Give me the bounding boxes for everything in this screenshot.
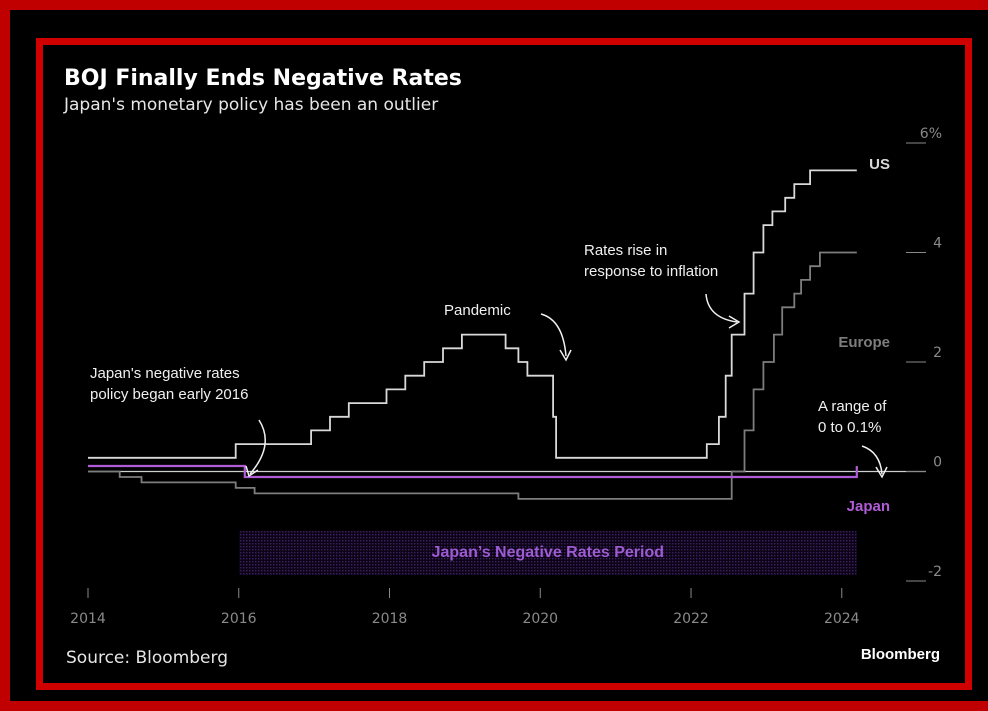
annotation-japan-policy-arrowhead bbox=[245, 465, 259, 478]
annotation-pandemic-arrowhead bbox=[559, 349, 572, 362]
chart-subtitle: Japan's monetary policy has been an outl… bbox=[63, 95, 438, 115]
annotation-inflation-line-2: response to inflation bbox=[584, 263, 718, 280]
x-tick-label: 2022 bbox=[673, 611, 709, 627]
x-tick-label: 2016 bbox=[221, 611, 257, 627]
annotation-range-arrow bbox=[861, 445, 883, 475]
annotation-inflation: Rates rise in response to inflation bbox=[584, 242, 741, 329]
annotation-range-line-2: 0 to 0.1% bbox=[818, 419, 881, 436]
annotation-japan-policy: Japan's negative rates policy began earl… bbox=[90, 365, 266, 478]
inner-frame bbox=[36, 38, 972, 690]
annotation-japan-policy-line-2: policy began early 2016 bbox=[90, 386, 248, 403]
bloomberg-logo: Bloomberg bbox=[861, 646, 940, 663]
x-tick-label: 2020 bbox=[522, 611, 558, 627]
y-tick-label: 6% bbox=[920, 126, 942, 142]
series-line-europe bbox=[88, 251, 857, 500]
y-tick-label: 0 bbox=[933, 455, 942, 471]
negative-rates-band-label: Japan’s Negative Rates Period bbox=[432, 544, 664, 561]
x-axis: 2014 2016 2018 2020 2022 2024 bbox=[70, 588, 860, 627]
annotation-inflation-arrow bbox=[705, 293, 738, 323]
annotation-japan-policy-line-1: Japan's negative rates bbox=[90, 365, 240, 382]
y-tick-label: -2 bbox=[928, 564, 942, 580]
series-label-us: US bbox=[869, 156, 890, 173]
series-label-europe: Europe bbox=[838, 334, 890, 351]
series-line-japan bbox=[88, 464, 858, 479]
series-line-us bbox=[88, 169, 857, 459]
annotation-pandemic-arrow bbox=[540, 313, 567, 357]
annotation-inflation-line-1: Rates rise in bbox=[584, 242, 667, 259]
x-tick-label: 2018 bbox=[372, 611, 408, 627]
x-tick-label: 2014 bbox=[70, 611, 106, 627]
annotation-japan-policy-arrow bbox=[249, 419, 266, 475]
annotation-range-line-1: A range of bbox=[818, 398, 887, 415]
annotation-inflation-arrowhead bbox=[728, 315, 741, 329]
source-note: Source: Bloomberg bbox=[66, 648, 228, 668]
annotation-range-arrowhead bbox=[875, 466, 888, 479]
y-axis: 6% 4 2 0 -2 bbox=[906, 126, 942, 582]
negative-rates-band bbox=[238, 531, 857, 575]
annotation-pandemic: Pandemic bbox=[444, 302, 572, 362]
series-label-japan: Japan bbox=[847, 498, 890, 515]
annotation-range: A range of 0 to 0.1% bbox=[818, 398, 888, 479]
chart-title: BOJ Finally Ends Negative Rates bbox=[64, 66, 462, 91]
annotation-pandemic-text: Pandemic bbox=[444, 302, 511, 319]
y-tick-label: 4 bbox=[933, 236, 942, 252]
x-tick-label: 2024 bbox=[824, 611, 860, 627]
series-layer bbox=[88, 169, 858, 500]
y-tick-label: 2 bbox=[933, 345, 942, 361]
